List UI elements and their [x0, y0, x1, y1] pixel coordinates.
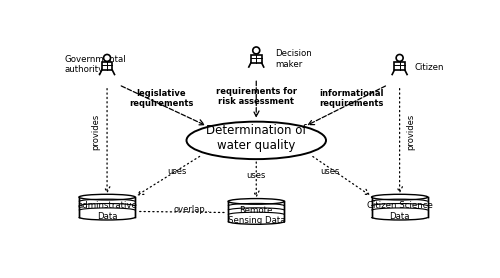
Text: adminstrative
Data: adminstrative Data — [77, 201, 137, 221]
FancyBboxPatch shape — [251, 55, 262, 63]
Text: overlap..: overlap.. — [174, 205, 211, 214]
Text: legislative
requirements: legislative requirements — [129, 89, 194, 108]
Bar — [372, 197, 428, 220]
Ellipse shape — [396, 54, 403, 61]
Text: Governmental
authority: Governmental authority — [64, 55, 126, 74]
FancyBboxPatch shape — [102, 62, 112, 70]
Bar — [228, 201, 284, 224]
Text: informational
requirements: informational requirements — [319, 89, 384, 108]
Ellipse shape — [253, 47, 260, 54]
Ellipse shape — [104, 54, 110, 61]
Text: provides: provides — [92, 114, 100, 150]
Text: Decision
maker: Decision maker — [275, 49, 312, 69]
Ellipse shape — [228, 198, 284, 204]
Text: uses: uses — [246, 171, 266, 180]
Ellipse shape — [372, 194, 428, 200]
Text: provides: provides — [406, 114, 415, 150]
Text: Citizen Science
Data: Citizen Science Data — [366, 201, 432, 221]
Ellipse shape — [79, 194, 135, 200]
Bar — [79, 197, 135, 220]
Text: uses: uses — [320, 167, 340, 176]
Ellipse shape — [186, 122, 326, 159]
Text: Citizen: Citizen — [414, 63, 444, 72]
FancyBboxPatch shape — [394, 62, 405, 70]
Text: uses: uses — [167, 167, 186, 176]
Text: Determination of
water quality: Determination of water quality — [206, 124, 306, 152]
Text: Remote
Sensing Data: Remote Sensing Data — [228, 206, 285, 225]
Text: requirements for
risk assessment: requirements for risk assessment — [216, 87, 297, 106]
